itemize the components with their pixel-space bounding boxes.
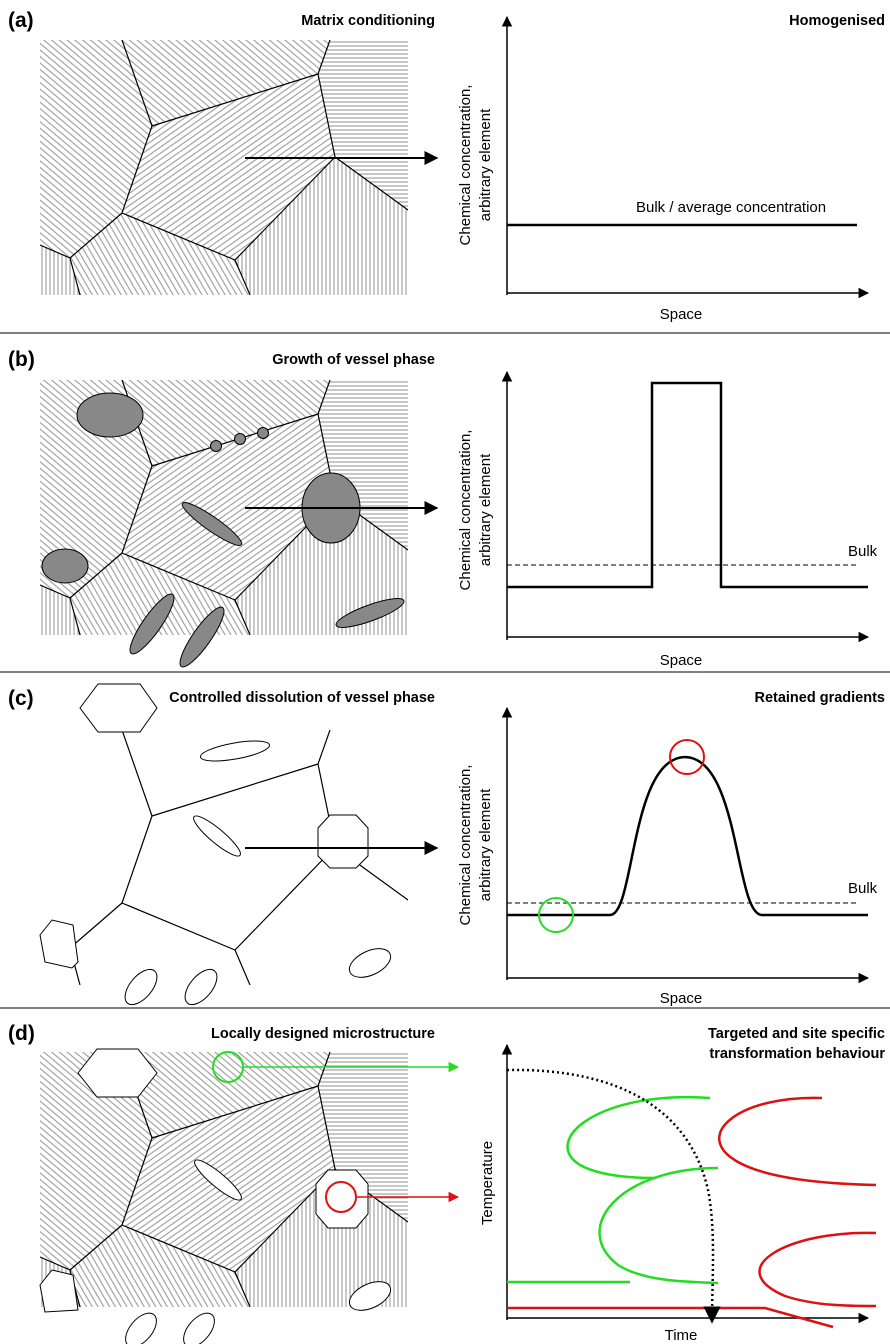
label: (c)	[8, 687, 34, 710]
label: arbitrary element	[477, 108, 494, 221]
grain-boundary	[318, 730, 330, 764]
shape	[568, 1097, 710, 1178]
grain-boundary	[70, 903, 122, 948]
label: Retained gradients	[754, 690, 885, 706]
grain-boundary	[122, 730, 152, 816]
label: Chemical concentration,	[457, 765, 474, 926]
shape	[507, 383, 868, 587]
shape	[120, 1308, 163, 1344]
label: arbitrary element	[477, 788, 494, 901]
label: Chemical concentration,	[457, 85, 474, 246]
shape	[80, 684, 157, 732]
shape	[760, 1233, 876, 1306]
shape	[507, 757, 868, 915]
label: (a)	[8, 9, 34, 32]
shape	[119, 964, 163, 1010]
grains	[40, 40, 408, 295]
label: Controlled dissolution of vessel phase	[169, 690, 435, 706]
label: Chemical concentration,	[457, 430, 474, 591]
grain-boundary	[235, 950, 250, 985]
shape	[316, 1170, 368, 1228]
shape	[318, 815, 368, 868]
label: Growth of vessel phase	[272, 352, 435, 368]
shape	[77, 393, 143, 437]
label: transformation behaviour	[709, 1046, 885, 1062]
label: (b)	[8, 348, 35, 371]
shape	[258, 428, 269, 439]
label: Locally designed microstructure	[211, 1026, 435, 1042]
label: Space	[660, 990, 703, 1007]
page: {"panels": [ {"label": "(a)", "title": "…	[0, 0, 890, 1344]
label: Space	[660, 652, 703, 669]
shape	[179, 964, 223, 1010]
shape	[40, 920, 78, 968]
shape	[507, 1097, 876, 1327]
label: Space	[660, 306, 703, 323]
figure: (a) Matrix conditioning Homogenised Bulk…	[0, 0, 890, 1344]
shape	[235, 434, 246, 445]
label: Targeted and site specific	[708, 1026, 885, 1042]
grain-boundary	[122, 816, 152, 903]
label: Bulk	[848, 543, 878, 560]
label: Bulk	[848, 880, 878, 897]
shape	[199, 737, 271, 765]
micrograph	[40, 40, 408, 295]
label: Time	[665, 1327, 698, 1344]
label: Matrix conditioning	[301, 13, 435, 29]
shape	[600, 1168, 718, 1283]
label: Temperature	[479, 1141, 496, 1225]
label: Homogenised	[789, 13, 885, 29]
grain-boundary	[235, 847, 335, 950]
shape	[719, 1098, 876, 1185]
shape	[42, 549, 88, 583]
label: arbitrary element	[477, 453, 494, 566]
label: Bulk / average concentration	[636, 199, 826, 216]
shape	[345, 943, 395, 983]
grain-boundary	[122, 903, 235, 950]
label: (d)	[8, 1022, 35, 1045]
shape	[211, 441, 222, 452]
shape	[178, 1308, 221, 1344]
grain-boundary	[152, 764, 318, 816]
shape	[190, 811, 245, 860]
